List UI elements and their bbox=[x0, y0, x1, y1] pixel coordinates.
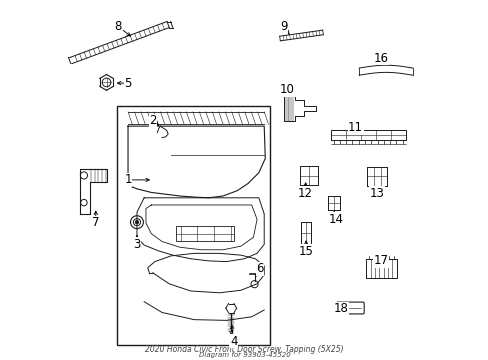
Text: 6: 6 bbox=[256, 262, 263, 275]
Text: 9: 9 bbox=[280, 20, 287, 33]
Text: 5: 5 bbox=[124, 77, 131, 90]
Text: 2020 Honda Civic Front Door Screw, Tapping (5X25): 2020 Honda Civic Front Door Screw, Tappi… bbox=[145, 345, 343, 354]
Text: 14: 14 bbox=[328, 213, 343, 226]
Bar bbox=[116, 107, 269, 345]
Text: 13: 13 bbox=[369, 187, 384, 200]
Text: 12: 12 bbox=[297, 187, 311, 200]
Text: 1: 1 bbox=[124, 174, 131, 186]
Text: 17: 17 bbox=[372, 254, 387, 267]
Text: 2: 2 bbox=[149, 114, 157, 127]
Text: 15: 15 bbox=[298, 245, 313, 258]
Text: 16: 16 bbox=[372, 51, 387, 64]
Text: 11: 11 bbox=[347, 121, 363, 134]
Text: Diagram for 93903-45520: Diagram for 93903-45520 bbox=[198, 352, 290, 359]
Text: 3: 3 bbox=[133, 238, 141, 251]
Text: 18: 18 bbox=[333, 302, 348, 315]
Text: 4: 4 bbox=[229, 335, 237, 348]
Bar bbox=[176, 226, 233, 241]
Text: 8: 8 bbox=[114, 20, 122, 33]
Circle shape bbox=[135, 220, 139, 224]
Text: 7: 7 bbox=[92, 216, 100, 229]
Text: 10: 10 bbox=[280, 83, 294, 96]
